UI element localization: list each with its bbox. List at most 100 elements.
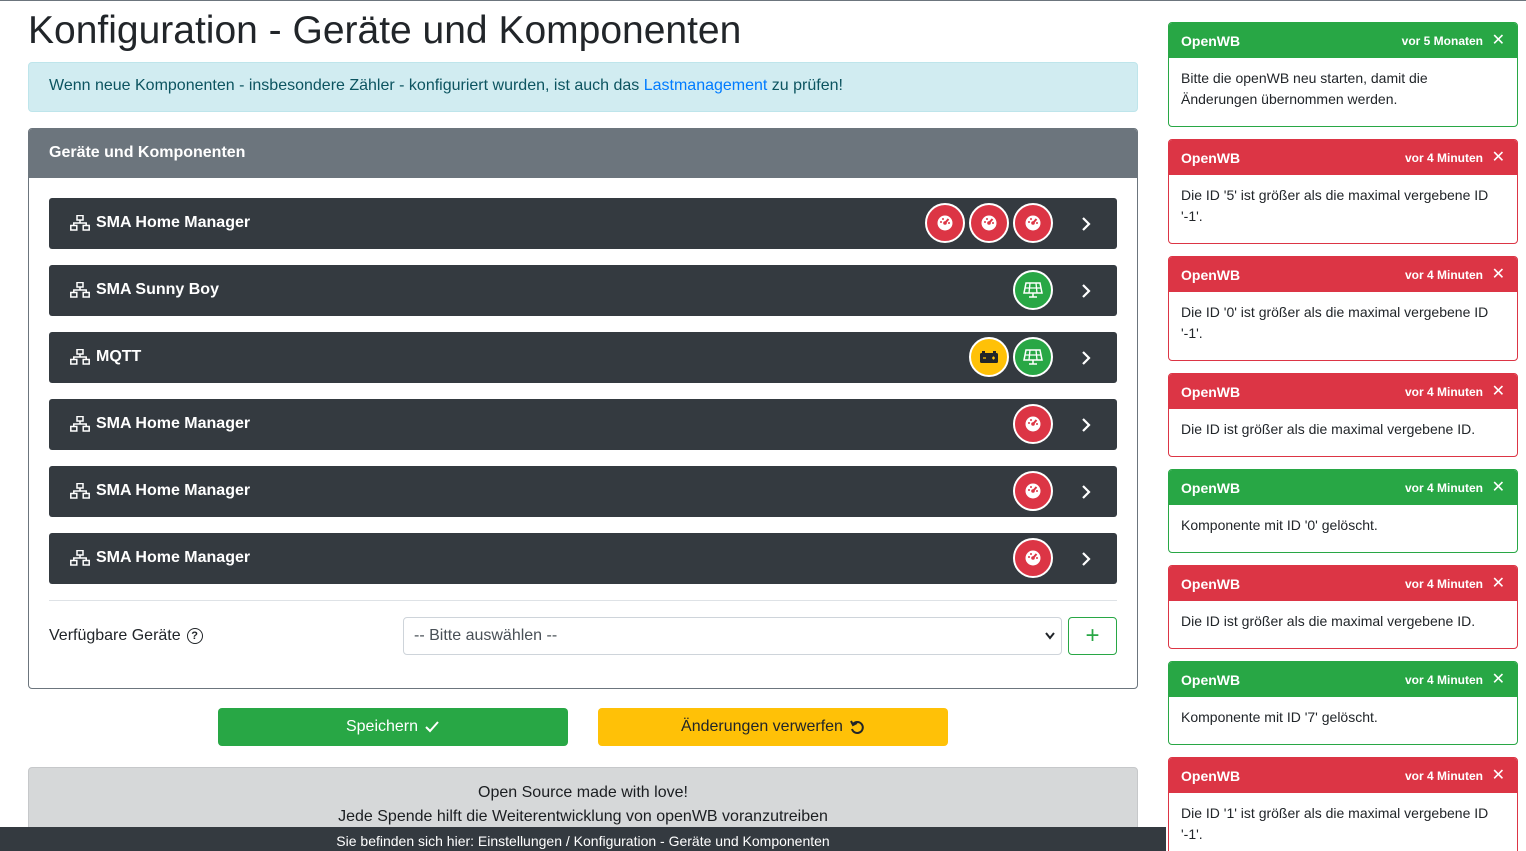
- toast-title: OpenWB: [1181, 32, 1241, 49]
- speedometer-icon[interactable]: [1013, 471, 1053, 511]
- speedometer-icon[interactable]: [969, 203, 1009, 243]
- device-row[interactable]: SMA Home Manager: [49, 198, 1117, 249]
- available-devices-text: Verfügbare Geräte: [49, 627, 181, 644]
- discard-button-label: Änderungen verwerfen: [681, 718, 843, 735]
- toast-title: OpenWB: [1181, 575, 1241, 592]
- network-icon: [70, 550, 90, 566]
- close-icon[interactable]: ✕: [1491, 149, 1505, 166]
- toast-header: OpenWB vor 4 Minuten ✕: [1169, 566, 1517, 601]
- device-name: MQTT: [96, 348, 142, 365]
- toast-time: vor 4 Minuten: [1404, 481, 1483, 495]
- alert-text-before: Wenn neue Komponenten - insbesondere Zäh…: [49, 77, 644, 94]
- speedometer-icon[interactable]: [925, 203, 965, 243]
- toast-body: Bitte die openWB neu starten, damit die …: [1181, 70, 1428, 107]
- device-name: SMA Sunny Boy: [96, 281, 219, 298]
- devices-card: Geräte und Komponenten SMA Home Manager S…: [28, 128, 1138, 689]
- breadcrumb: Sie befinden sich hier: Einstellungen / …: [0, 827, 1166, 851]
- toast-notification: OpenWB vor 4 Minuten ✕ Die ID '0' ist größe…: [1168, 256, 1518, 361]
- discard-button[interactable]: Änderungen verwerfen: [598, 708, 948, 746]
- toast-notification: OpenWB vor 4 Minuten ✕ Die ID ist größer al…: [1168, 373, 1518, 457]
- device-title: MQTT: [70, 348, 141, 366]
- page-title: Konfiguration - Geräte und Komponenten: [28, 9, 742, 52]
- device-row[interactable]: SMA Home Manager: [49, 399, 1117, 450]
- device-row[interactable]: MQTT: [49, 332, 1117, 383]
- divider: [49, 600, 1117, 601]
- toast-notification: OpenWB vor 4 Minuten ✕ Komponente mit ID '0…: [1168, 469, 1518, 553]
- device-name: SMA Home Manager: [96, 482, 251, 499]
- toast-header: OpenWB vor 5 Monaten ✕: [1169, 23, 1517, 58]
- speedometer-icon[interactable]: [1013, 203, 1053, 243]
- info-alert: Wenn neue Komponenten - insbesondere Zäh…: [28, 62, 1138, 112]
- toast-time: vor 5 Monaten: [1401, 34, 1483, 48]
- toast-header: OpenWB vor 4 Minuten ✕: [1169, 470, 1517, 505]
- chevron-right-icon[interactable]: [1079, 282, 1093, 300]
- toast-header: OpenWB vor 4 Minuten ✕: [1169, 662, 1517, 697]
- close-icon[interactable]: ✕: [1491, 671, 1505, 688]
- close-icon[interactable]: ✕: [1491, 767, 1505, 784]
- toast-notification: OpenWB vor 4 Minuten ✕ Die ID '1' ist größe…: [1168, 757, 1518, 851]
- close-icon[interactable]: ✕: [1491, 383, 1505, 400]
- device-row[interactable]: SMA Home Manager: [49, 533, 1117, 584]
- toast-body: Die ID ist größer als die maximal vergeb…: [1181, 421, 1476, 437]
- network-icon: [70, 483, 90, 499]
- toast-body: Die ID '5' ist größer als die maximal ve…: [1181, 187, 1489, 224]
- toast-time: vor 4 Minuten: [1404, 268, 1483, 282]
- network-icon: [70, 215, 90, 231]
- chevron-right-icon[interactable]: [1079, 550, 1093, 568]
- component-badges: [1013, 270, 1053, 310]
- lastmanagement-link[interactable]: Lastmanagement: [643, 77, 768, 94]
- chevron-down-icon: [1045, 632, 1055, 640]
- footer-line-1: Open Source made with love!: [478, 784, 688, 801]
- toast-time: vor 4 Minuten: [1404, 673, 1483, 687]
- toast-title: OpenWB: [1181, 767, 1241, 784]
- toast-title: OpenWB: [1181, 383, 1241, 400]
- component-badges: [969, 337, 1053, 377]
- toast-header: OpenWB vor 4 Minuten ✕: [1169, 257, 1517, 292]
- toast-notification: OpenWB vor 4 Minuten ✕ Komponente mit ID '7…: [1168, 661, 1518, 745]
- save-button[interactable]: Speichern: [218, 708, 568, 746]
- component-badges: [1013, 538, 1053, 578]
- solar-panel-icon[interactable]: [1013, 337, 1053, 377]
- toast-title: OpenWB: [1181, 479, 1241, 496]
- network-icon: [70, 416, 90, 432]
- chevron-right-icon[interactable]: [1079, 215, 1093, 233]
- toast-time: vor 4 Minuten: [1404, 151, 1483, 165]
- chevron-right-icon[interactable]: [1079, 416, 1093, 434]
- close-icon[interactable]: ✕: [1491, 266, 1505, 283]
- device-select[interactable]: -- Bitte auswählen --: [403, 617, 1062, 655]
- battery-icon[interactable]: [969, 337, 1009, 377]
- toast-time: vor 4 Minuten: [1404, 577, 1483, 591]
- speedometer-icon[interactable]: [1013, 538, 1053, 578]
- add-device-button[interactable]: +: [1068, 617, 1117, 655]
- toast-time: vor 4 Minuten: [1404, 385, 1483, 399]
- toast-title: OpenWB: [1181, 671, 1241, 688]
- network-icon: [70, 282, 90, 298]
- toast-notification: OpenWB vor 4 Minuten ✕ Die ID ist größer al…: [1168, 565, 1518, 649]
- device-title: SMA Home Manager: [70, 549, 250, 567]
- close-icon[interactable]: ✕: [1491, 32, 1505, 49]
- device-title: SMA Sunny Boy: [70, 281, 219, 299]
- component-badges: [1013, 471, 1053, 511]
- close-icon[interactable]: ✕: [1491, 479, 1505, 496]
- footer-line-2: Jede Spende hilft die Weiterentwicklung …: [338, 808, 828, 825]
- alert-text-after: zu prüfen!: [767, 77, 843, 94]
- toast-header: OpenWB vor 4 Minuten ✕: [1169, 374, 1517, 409]
- device-title: SMA Home Manager: [70, 482, 250, 500]
- toast-body: Komponente mit ID '7' gelöscht.: [1181, 709, 1378, 725]
- chevron-right-icon[interactable]: [1079, 349, 1093, 367]
- device-row[interactable]: SMA Sunny Boy: [49, 265, 1117, 316]
- toast-notification: OpenWB vor 4 Minuten ✕ Die ID '5' ist größe…: [1168, 139, 1518, 244]
- card-header: Geräte und Komponenten: [29, 129, 1137, 178]
- device-select-value: -- Bitte auswählen --: [414, 627, 558, 644]
- undo-icon: [850, 720, 864, 734]
- toast-body: Komponente mit ID '0' gelöscht.: [1181, 517, 1378, 533]
- speedometer-icon[interactable]: [1013, 404, 1053, 444]
- toast-header: OpenWB vor 4 Minuten ✕: [1169, 140, 1517, 175]
- help-icon[interactable]: ?: [186, 628, 203, 644]
- solar-panel-icon[interactable]: [1013, 270, 1053, 310]
- close-icon[interactable]: ✕: [1491, 575, 1505, 592]
- chevron-right-icon[interactable]: [1079, 483, 1093, 501]
- device-row[interactable]: SMA Home Manager: [49, 466, 1117, 517]
- component-badges: [925, 203, 1053, 243]
- toast-notification: OpenWB vor 5 Monaten ✕ Bitte die openWB neu…: [1168, 22, 1518, 127]
